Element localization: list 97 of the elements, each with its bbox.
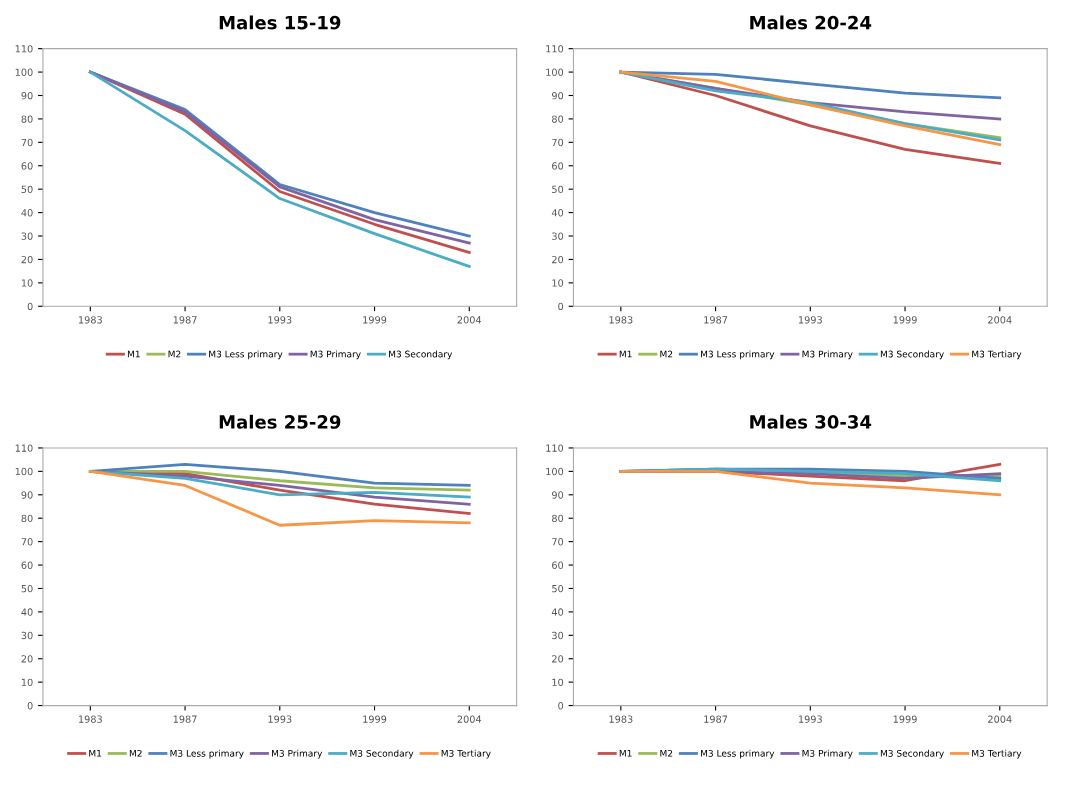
legend-label: M3 Primary	[802, 350, 853, 360]
y-tick-label: 30	[21, 232, 33, 240]
x-tick-label: 1993	[799, 316, 822, 324]
y-tick-label: 70	[552, 538, 564, 546]
y-tick-label: 20	[21, 655, 33, 663]
y-tick-label: 70	[21, 138, 33, 147]
y-tick-label: 0	[558, 302, 564, 311]
x-tick-label: 1999	[363, 316, 387, 324]
x-tick-label: 1999	[893, 316, 917, 324]
legend-label: M3 Secondary	[389, 350, 453, 360]
y-tick-label: 0	[558, 702, 564, 710]
x-tick-label: 1993	[268, 316, 292, 324]
legend-label: M2	[129, 749, 142, 757]
y-tick-label: 60	[552, 162, 564, 170]
legend-label: M2	[168, 350, 181, 358]
y-tick-label: 110	[546, 444, 564, 452]
y-tick-label: 30	[552, 631, 564, 640]
y-tick-label: 110	[15, 45, 33, 53]
y-tick-label: 0	[27, 302, 33, 311]
y-tick-label: 80	[21, 115, 33, 123]
chart-title: Males 20-24	[750, 15, 872, 30]
y-tick-label: 40	[21, 209, 33, 217]
legend-label: M1	[619, 750, 632, 757]
y-tick-label: 90	[551, 491, 564, 499]
x-tick-label: 1993	[799, 715, 822, 723]
y-tick-label: 10	[21, 279, 33, 287]
x-tick-label: 2004	[988, 316, 1012, 324]
chart-title: Males 25-29	[219, 414, 341, 429]
y-tick-label: 20	[552, 655, 564, 663]
y-tick-label: 100	[15, 68, 33, 76]
legend-label: M3 Primary	[802, 749, 853, 759]
y-tick-label: 50	[21, 185, 33, 194]
y-tick-label: 20	[21, 255, 33, 264]
x-tick-label: 2004	[457, 715, 482, 723]
x-tick-label: 1993	[268, 715, 292, 723]
y-tick-label: 40	[551, 608, 564, 616]
x-tick-label: 2004	[988, 715, 1012, 723]
legend-label: M2	[660, 749, 673, 757]
y-tick-label: 10	[552, 279, 564, 287]
legend-label: M1	[127, 350, 140, 358]
x-tick-label: 1999	[363, 715, 387, 723]
legend-label: M3 Tertiary	[972, 350, 1022, 360]
legend-label: M1	[89, 750, 102, 757]
y-tick-label: 0	[27, 702, 33, 710]
y-tick-label: 100	[15, 467, 33, 476]
x-tick-label: 2004	[457, 316, 482, 324]
y-tick-label: 90	[21, 491, 33, 499]
y-tick-label: 50	[552, 185, 564, 194]
y-tick-label: 30	[21, 631, 33, 640]
x-tick-label: 1999	[893, 715, 917, 723]
y-tick-label: 90	[551, 91, 564, 100]
y-tick-label: 10	[552, 678, 564, 686]
y-tick-label: 70	[552, 138, 564, 147]
y-tick-label: 60	[21, 162, 33, 170]
legend-label: M2	[660, 350, 673, 358]
y-tick-label: 20	[552, 255, 564, 264]
y-tick-label: 50	[21, 584, 33, 593]
y-tick-label: 40	[551, 209, 564, 217]
legend-label: M3 Less primary	[701, 350, 775, 360]
x-tick-label: 1983	[79, 316, 102, 324]
y-tick-label: 110	[546, 45, 564, 53]
legend-label: M3 Primary	[272, 749, 323, 759]
y-tick-label: 110	[15, 444, 33, 452]
legend-label: M3 Tertiary	[441, 749, 491, 759]
y-tick-label: 80	[21, 514, 33, 523]
y-tick-label: 30	[552, 232, 564, 240]
chart-title: Males 15-19	[219, 15, 341, 30]
x-tick-label: 1987	[173, 715, 197, 723]
legend-label: M3 Tertiary	[972, 749, 1022, 759]
legend-label: M3 Secondary	[880, 749, 944, 759]
y-tick-label: 60	[21, 561, 33, 569]
y-tick-label: 60	[552, 561, 564, 569]
legend-label: M1	[619, 350, 632, 358]
y-tick-label: 70	[21, 538, 33, 546]
y-tick-label: 80	[552, 115, 564, 123]
x-tick-label: 1983	[609, 715, 633, 723]
legend-label: M3 Secondary	[350, 749, 414, 759]
line-series	[619, 469, 1002, 497]
x-tick-label: 1983	[79, 715, 102, 723]
line-series	[88, 469, 471, 527]
y-tick-label: 100	[546, 467, 564, 476]
legend-label: M3 Less primary	[170, 749, 244, 759]
x-tick-label: 1987	[704, 715, 728, 723]
chart-title: Males 30-34	[750, 414, 872, 429]
legend-label: M3 Secondary	[880, 350, 944, 360]
y-tick-label: 90	[21, 91, 33, 100]
legend-label: M3 Less primary	[209, 350, 283, 360]
x-tick-label: 1987	[173, 316, 197, 324]
y-tick-label: 50	[552, 584, 564, 593]
y-tick-label: 10	[21, 678, 33, 686]
y-tick-label: 100	[546, 68, 564, 76]
legend-label: M3 Less primary	[701, 749, 775, 759]
legend-label: M3 Primary	[310, 350, 361, 360]
y-tick-label: 80	[552, 514, 564, 523]
x-tick-label: 1987	[704, 316, 728, 324]
y-tick-label: 40	[21, 608, 33, 616]
x-tick-label: 1983	[609, 316, 633, 324]
